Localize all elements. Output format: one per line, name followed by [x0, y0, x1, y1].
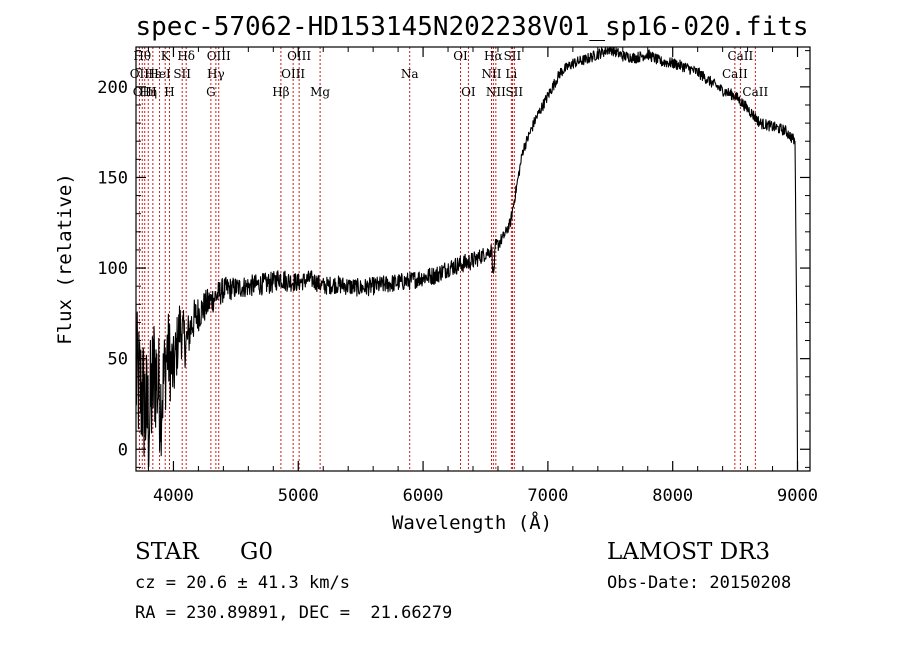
survey-name: LAMOST DR3	[607, 539, 771, 565]
spectral-line-label: Hβ	[272, 85, 289, 99]
y-tick-label: 100	[97, 259, 128, 279]
spectral-line-label: OIII	[207, 49, 231, 63]
spectral-line-label: SII	[505, 85, 523, 99]
spectral-line-label: OI	[461, 85, 476, 99]
spectral-line-label: NII	[481, 67, 501, 81]
spectral-line-label: Hη	[139, 85, 157, 99]
ra-dec-coordinates: RA = 230.89891, DEC = 21.66279	[135, 603, 453, 623]
spectral-line-label: CaII	[722, 67, 748, 81]
spectral-line-label: OII	[130, 67, 150, 81]
spectral-line-label: CaII	[742, 85, 768, 99]
spectral-line-label: OIII	[133, 85, 157, 99]
x-tick-label: 6000	[403, 486, 444, 506]
x-tick-label: 4000	[153, 486, 194, 506]
spectral-line-label: Hε	[145, 67, 162, 81]
spectral-line-label: Mg	[310, 85, 330, 99]
spectral-line-label: Hα	[484, 49, 503, 63]
spectral-line-label: G	[206, 85, 216, 99]
y-tick-label: 0	[118, 440, 128, 460]
x-tick-label: 8000	[652, 486, 693, 506]
spectral-line-label: Hδ	[177, 49, 195, 63]
y-tick-label: 50	[108, 350, 128, 370]
flux-spectrum-line	[135, 46, 799, 472]
spectral-line-label: CaII	[727, 49, 753, 63]
spectral-line-label: K	[161, 49, 171, 63]
spectral-line-label: Na	[401, 67, 419, 81]
spectral-line-label: OIII	[287, 49, 311, 63]
spectral-line-label: SII	[173, 67, 191, 81]
spectral-line-label: HeI	[148, 67, 171, 81]
spectral-line-label: OIII	[281, 67, 305, 81]
x-axis-label: Wavelength (Å)	[392, 511, 552, 534]
object-subclass: G0	[240, 539, 274, 565]
spectral-line-markers	[138, 47, 756, 471]
y-axis-label: Flux (relative)	[54, 173, 76, 345]
x-tick-label: 5000	[278, 486, 319, 506]
y-tick-label: 150	[97, 168, 128, 188]
y-tick-label: 200	[97, 78, 128, 98]
spectral-line-label: Hθ	[133, 49, 151, 63]
spectral-line-label: SII	[504, 49, 522, 63]
object-class: STAR	[135, 539, 199, 565]
spectral-line-label: Li	[505, 67, 517, 81]
spectral-line-label: NII	[486, 85, 506, 99]
spectral-line-label: Hγ	[207, 67, 225, 81]
observation-date: Obs-Date: 20150208	[607, 573, 792, 593]
spectral-line-labels: HθOIIOIIIHηHεKHeIHSIIHδGHγOIIIHβOIIIOIII…	[130, 49, 769, 99]
redshift-velocity: cz = 20.6 ± 41.3 km/s	[135, 573, 350, 593]
chart-title: spec-57062-HD153145N202238V01_sp16-020.f…	[135, 12, 808, 42]
y-axis-ticks: 0 50 100 150 200	[97, 50, 810, 468]
x-axis-ticks: 4000 5000 6000 7000 8000 9000	[147, 47, 818, 506]
spectral-line-label: OI	[453, 49, 468, 63]
spectral-line-label: H	[164, 85, 174, 99]
x-tick-label: 9000	[777, 486, 818, 506]
x-tick-label: 7000	[527, 486, 568, 506]
